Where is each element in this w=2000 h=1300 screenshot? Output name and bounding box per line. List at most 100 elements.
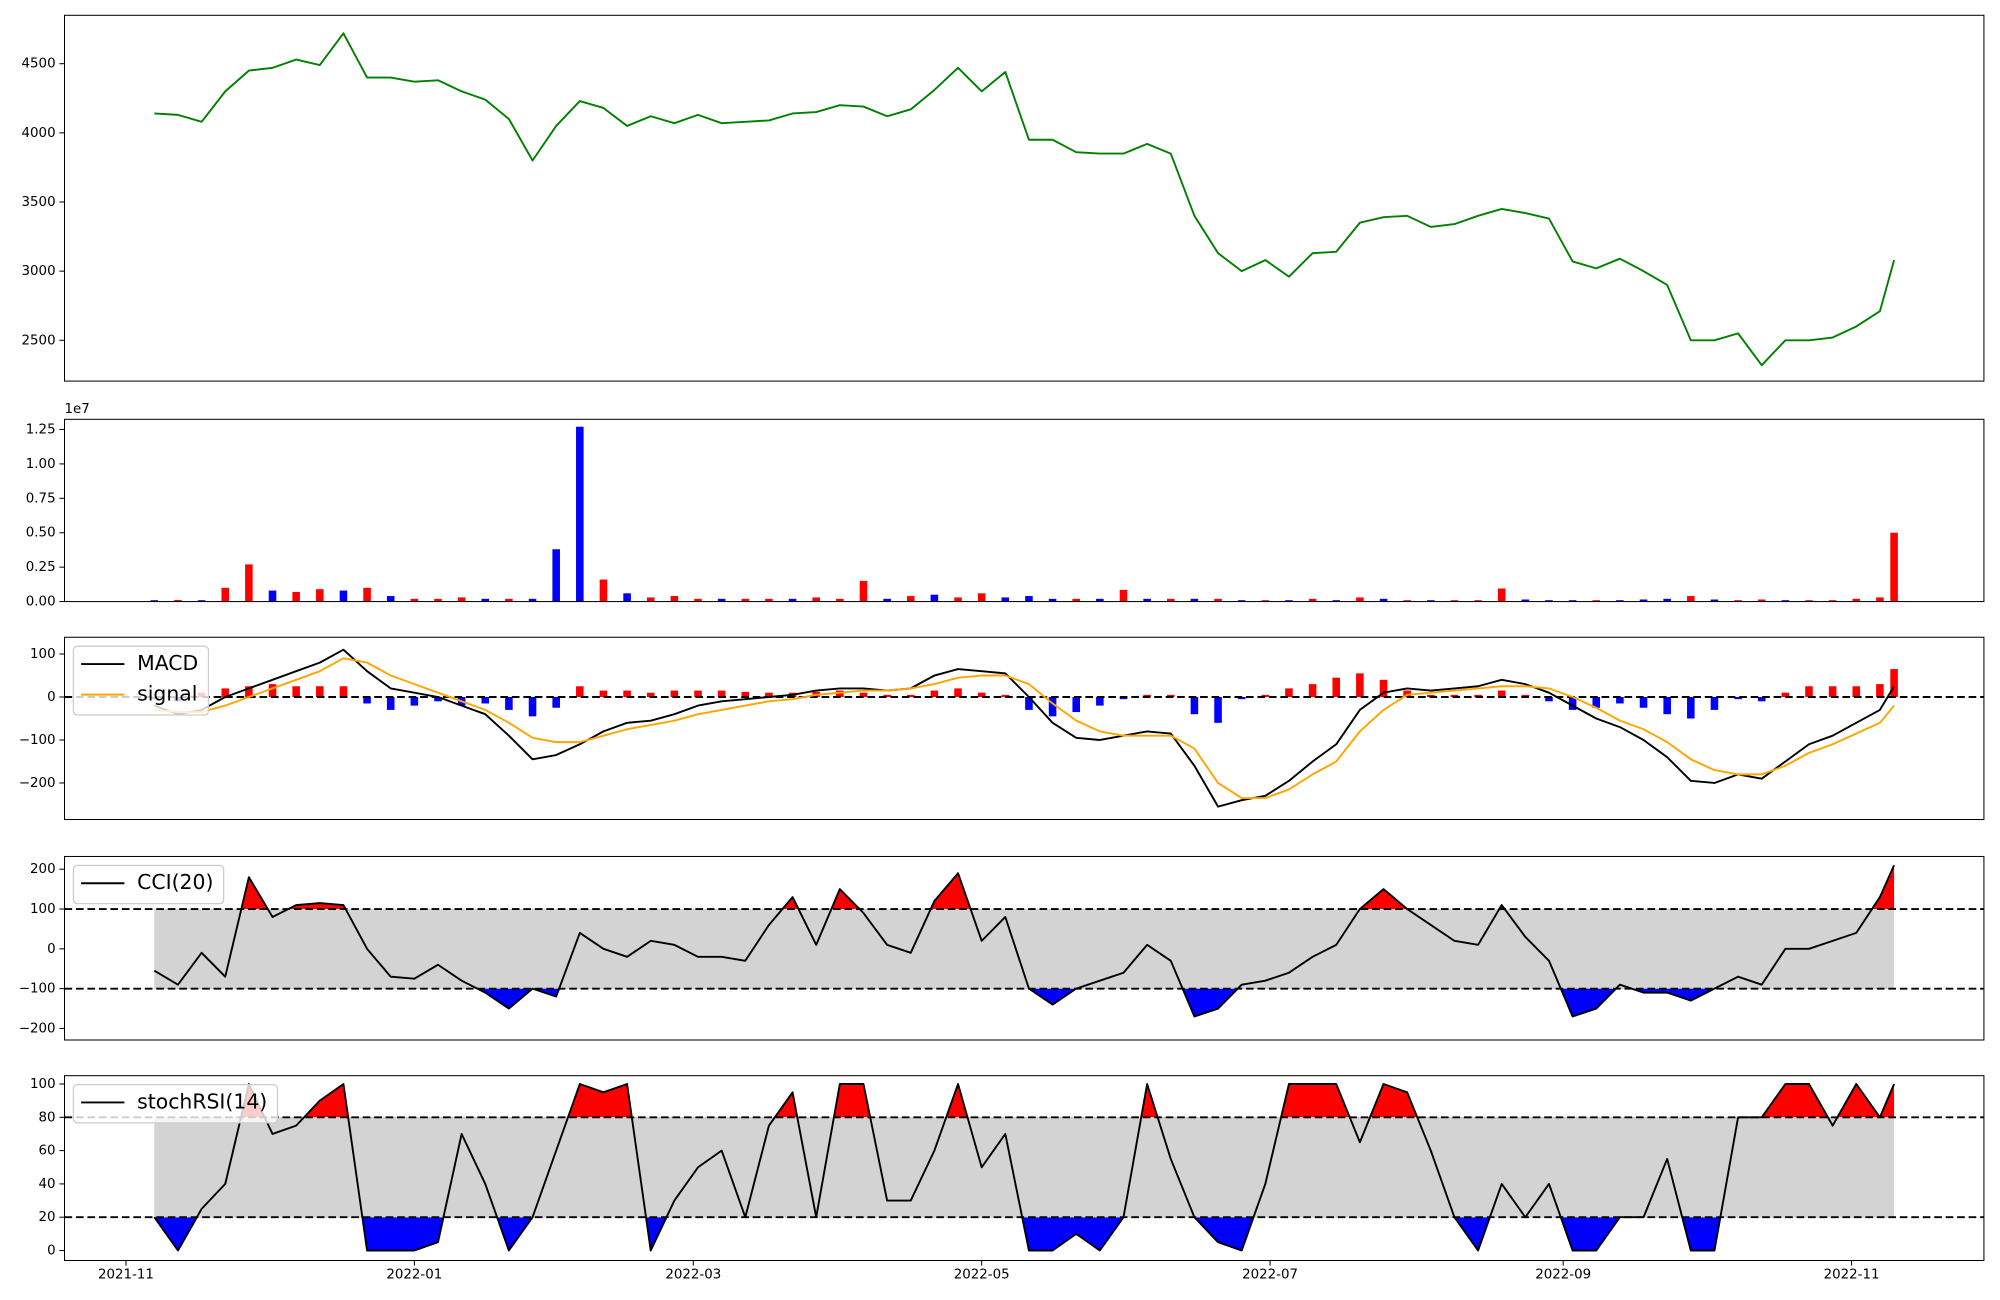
indicator-line: [153, 864, 1895, 1018]
histogram-bar: [576, 686, 584, 698]
volume-bar: [1285, 600, 1293, 602]
histogram-bar: [1096, 697, 1104, 706]
y-tick-label: −100: [19, 733, 56, 748]
y-tick-label: 20: [39, 1210, 56, 1225]
volume-bar: [1521, 599, 1530, 602]
histogram-bar: [410, 697, 419, 706]
neutral-band: [154, 1117, 1895, 1218]
volume-bar: [576, 426, 584, 602]
volume-bar: [1757, 599, 1766, 602]
volume-bar: [481, 598, 490, 602]
y-tick-label: 3000: [22, 264, 56, 279]
histogram-bar: [1890, 669, 1898, 698]
histogram-bar: [623, 690, 631, 698]
y-tick-label: −200: [19, 776, 56, 791]
volume-bar: [1143, 598, 1151, 602]
volume-bar: [410, 598, 419, 602]
histogram-bar: [883, 694, 891, 698]
histogram-bar: [670, 690, 679, 698]
histogram-bar: [1663, 697, 1671, 715]
histogram-bar: [1734, 697, 1742, 700]
histogram-bar: [1001, 694, 1010, 698]
panel-frame: [64, 855, 1985, 1041]
volume-bar: [788, 598, 797, 602]
histogram-bar: [1592, 697, 1601, 708]
legend-label: signal: [137, 682, 197, 706]
axis-offset-label: 1e7: [65, 402, 90, 417]
volume-bar: [954, 597, 962, 602]
histogram-bar: [1545, 697, 1553, 702]
histogram-bar: [1568, 697, 1577, 710]
x-tick-label: 2022-11: [1824, 1268, 1880, 1283]
volume-bar: [930, 594, 939, 602]
indicator-line: [154, 657, 1895, 799]
histogram-bar: [1828, 686, 1837, 698]
histogram-bar: [1285, 688, 1293, 698]
volume-bar: [694, 598, 702, 602]
y-tick-label: 4000: [22, 126, 56, 141]
volume-bar: [363, 587, 371, 602]
volume-bar: [1119, 589, 1128, 602]
histogram-bar: [1805, 686, 1813, 698]
volume-bar: [1828, 600, 1837, 602]
histogram-bar: [1876, 684, 1884, 698]
histogram-bar: [599, 690, 608, 698]
volume-bar: [1214, 598, 1222, 602]
volume-bar: [221, 587, 230, 602]
volume-bar: [812, 597, 820, 602]
y-tick-label: 40: [39, 1177, 56, 1192]
histogram-bar: [1048, 697, 1057, 717]
histogram-bar: [339, 686, 348, 698]
volume-bar: [1096, 598, 1104, 602]
indicator-line: [153, 1083, 1895, 1252]
histogram-bar: [1639, 697, 1648, 708]
panel-frame: [64, 14, 1985, 382]
volume-bar: [670, 596, 679, 602]
y-tick-label: 100: [30, 1077, 56, 1092]
volume-bar: [906, 596, 915, 602]
volume-bar: [1403, 600, 1411, 602]
volume-bar: [1072, 598, 1081, 602]
histogram-bar: [836, 690, 844, 698]
y-tick-label: 100: [30, 902, 56, 917]
volume-bar: [1687, 596, 1695, 602]
volume-bar: [1805, 600, 1813, 602]
volume-bar: [1710, 599, 1719, 602]
volume-bar: [1308, 598, 1317, 602]
volume-bar: [1852, 598, 1861, 602]
y-tick-label: 0.50: [26, 526, 56, 541]
y-tick-label: 4500: [22, 57, 56, 72]
volume-bar: [1639, 599, 1648, 602]
histogram-bar: [316, 686, 324, 698]
volume-bar: [1190, 598, 1199, 602]
histogram-bar: [1356, 673, 1364, 698]
volume-bar: [292, 591, 300, 602]
x-tick-label: 2022-03: [665, 1268, 721, 1283]
volume-bar: [197, 600, 206, 602]
histogram-bar: [1474, 694, 1482, 698]
histogram-bar: [1214, 697, 1222, 723]
histogram-bar: [1781, 692, 1790, 698]
panel-frame: [64, 418, 1985, 603]
volume-bar: [1166, 598, 1175, 602]
volume-bar: [1025, 596, 1033, 602]
y-tick-label: 0.25: [26, 560, 56, 575]
volume-bar: [150, 600, 159, 602]
oversold-fill: [154, 1217, 1721, 1251]
legend-box: [72, 864, 225, 905]
histogram-bar: [1261, 694, 1270, 698]
volume-bar: [1545, 600, 1553, 602]
volume-bar: [1332, 600, 1341, 602]
histogram-bar: [1710, 697, 1719, 710]
oversold-fill: [154, 988, 1895, 1017]
volume-bar: [1379, 598, 1388, 602]
volume-bar: [339, 590, 348, 602]
overbought-fill: [154, 1084, 1895, 1118]
histogram-bar: [1450, 694, 1459, 698]
price-line: [154, 32, 1896, 367]
volume-bar: [457, 597, 466, 602]
y-tick-label: 1.25: [26, 423, 56, 438]
